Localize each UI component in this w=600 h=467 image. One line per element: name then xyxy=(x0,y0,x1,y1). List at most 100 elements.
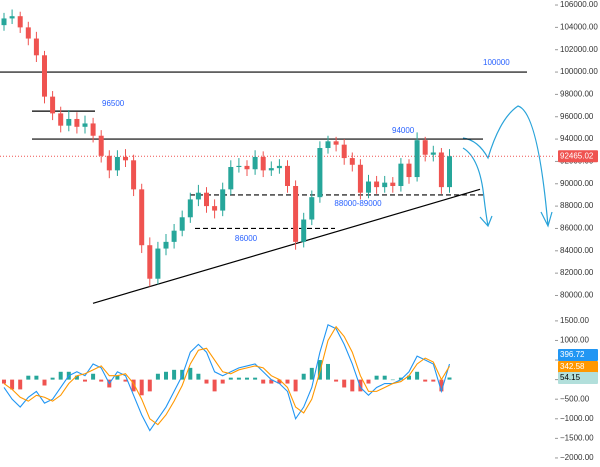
level-label: 94000 xyxy=(392,126,415,135)
histogram-bar xyxy=(10,379,15,390)
candle-body xyxy=(390,182,396,186)
histogram-bar xyxy=(407,375,411,380)
candle-body xyxy=(447,156,452,188)
candle-body xyxy=(285,165,290,186)
candle-body xyxy=(374,181,380,188)
candle-body xyxy=(309,197,315,220)
candle-body xyxy=(349,158,355,165)
candle-body xyxy=(195,192,201,200)
histogram-bar xyxy=(2,379,6,384)
histogram-bar xyxy=(334,379,339,382)
candle-body xyxy=(98,135,104,156)
histogram-bar xyxy=(83,379,87,382)
candle-body xyxy=(260,156,266,171)
histogram-bar xyxy=(212,379,217,392)
price-tag-bg xyxy=(558,349,598,361)
histogram-bar xyxy=(26,375,31,380)
histogram-bar xyxy=(253,377,258,380)
histogram-bar xyxy=(42,379,47,386)
histogram-bar xyxy=(74,375,79,380)
histogram-bar xyxy=(326,363,330,380)
candle-body xyxy=(276,165,282,169)
y-tick-label: 90000.00 xyxy=(560,179,594,188)
histogram-bar xyxy=(285,379,290,384)
level-label: 86000 xyxy=(235,234,258,243)
y-tick-label: 88000.00 xyxy=(560,201,594,210)
histogram-bar xyxy=(301,373,306,380)
histogram-bar xyxy=(236,377,241,380)
candle-body xyxy=(66,118,72,126)
histogram-bar xyxy=(366,379,371,384)
y-tick-label: 1500.00 xyxy=(560,316,589,325)
candle-body xyxy=(252,156,258,170)
candle-body xyxy=(33,38,39,56)
histogram-bar xyxy=(155,373,160,380)
level-label: 88000-89000 xyxy=(334,199,382,208)
y-tick-label: 1000.00 xyxy=(560,336,589,345)
candle-body xyxy=(163,241,169,249)
histogram-bar xyxy=(196,373,201,380)
histogram-bar xyxy=(293,379,298,392)
histogram-bar xyxy=(188,367,193,380)
projection-arrows xyxy=(462,105,553,228)
y-tick-label: −2000.00 xyxy=(560,453,594,462)
candle-body xyxy=(333,141,339,145)
y-tick-label: 86000.00 xyxy=(560,224,594,233)
candle-body xyxy=(106,155,112,171)
histogram-bar xyxy=(261,379,266,384)
candle-body xyxy=(422,140,428,155)
histogram-bar xyxy=(139,379,144,396)
price-tag: 342.58 xyxy=(560,362,585,371)
candle-body xyxy=(236,165,242,168)
candle-body xyxy=(171,230,177,242)
price-tag-bg xyxy=(558,150,598,163)
histogram-bar xyxy=(164,371,168,380)
candle-body xyxy=(147,245,153,279)
histogram-bar xyxy=(309,367,314,380)
candle-body xyxy=(74,118,80,127)
histogram-bar xyxy=(382,375,387,380)
histogram-bar xyxy=(91,373,96,380)
candle-body xyxy=(430,152,436,155)
histogram-bar xyxy=(115,375,120,380)
y-tick-label: −1500.00 xyxy=(560,433,594,442)
candle-body xyxy=(42,55,47,97)
candle-body xyxy=(17,16,23,28)
y-tick-label: −500.00 xyxy=(560,394,590,403)
y-tick-label: 82000.00 xyxy=(560,268,594,277)
candle-body xyxy=(123,156,128,161)
histogram-bar xyxy=(245,377,249,380)
price-tag-bg xyxy=(558,361,598,373)
candle-body xyxy=(131,160,137,190)
candle-body xyxy=(155,248,161,279)
candle-body xyxy=(220,189,226,211)
histogram-bar xyxy=(50,377,55,380)
projection-up xyxy=(462,105,553,228)
y-tick-label: 102000.00 xyxy=(560,45,598,54)
candle-body xyxy=(341,144,347,159)
candle-body xyxy=(293,186,299,242)
y-tick-label: 96000.00 xyxy=(560,112,594,121)
candle-body xyxy=(139,189,145,246)
candle-body xyxy=(212,206,218,211)
price-tag: 54.15 xyxy=(560,373,581,382)
histogram-bar xyxy=(374,375,379,380)
candle-body xyxy=(357,164,363,193)
candle-body xyxy=(9,16,15,19)
y-tick-label: 80000.00 xyxy=(560,291,594,300)
histogram-bar xyxy=(358,379,363,392)
histogram-bar xyxy=(439,379,444,392)
y-tick-label: 94000.00 xyxy=(560,134,594,143)
level-label: 100000 xyxy=(483,58,510,67)
y-tick-label: 84000.00 xyxy=(560,246,594,255)
candle-body xyxy=(398,163,404,186)
candle-body xyxy=(204,192,209,207)
histogram-bar xyxy=(147,379,152,392)
candle-body xyxy=(244,165,250,170)
candle-body xyxy=(317,148,323,198)
candle-body xyxy=(228,167,234,190)
candle-body xyxy=(1,18,7,26)
histogram-bar xyxy=(415,371,420,380)
candle-body xyxy=(50,96,56,114)
